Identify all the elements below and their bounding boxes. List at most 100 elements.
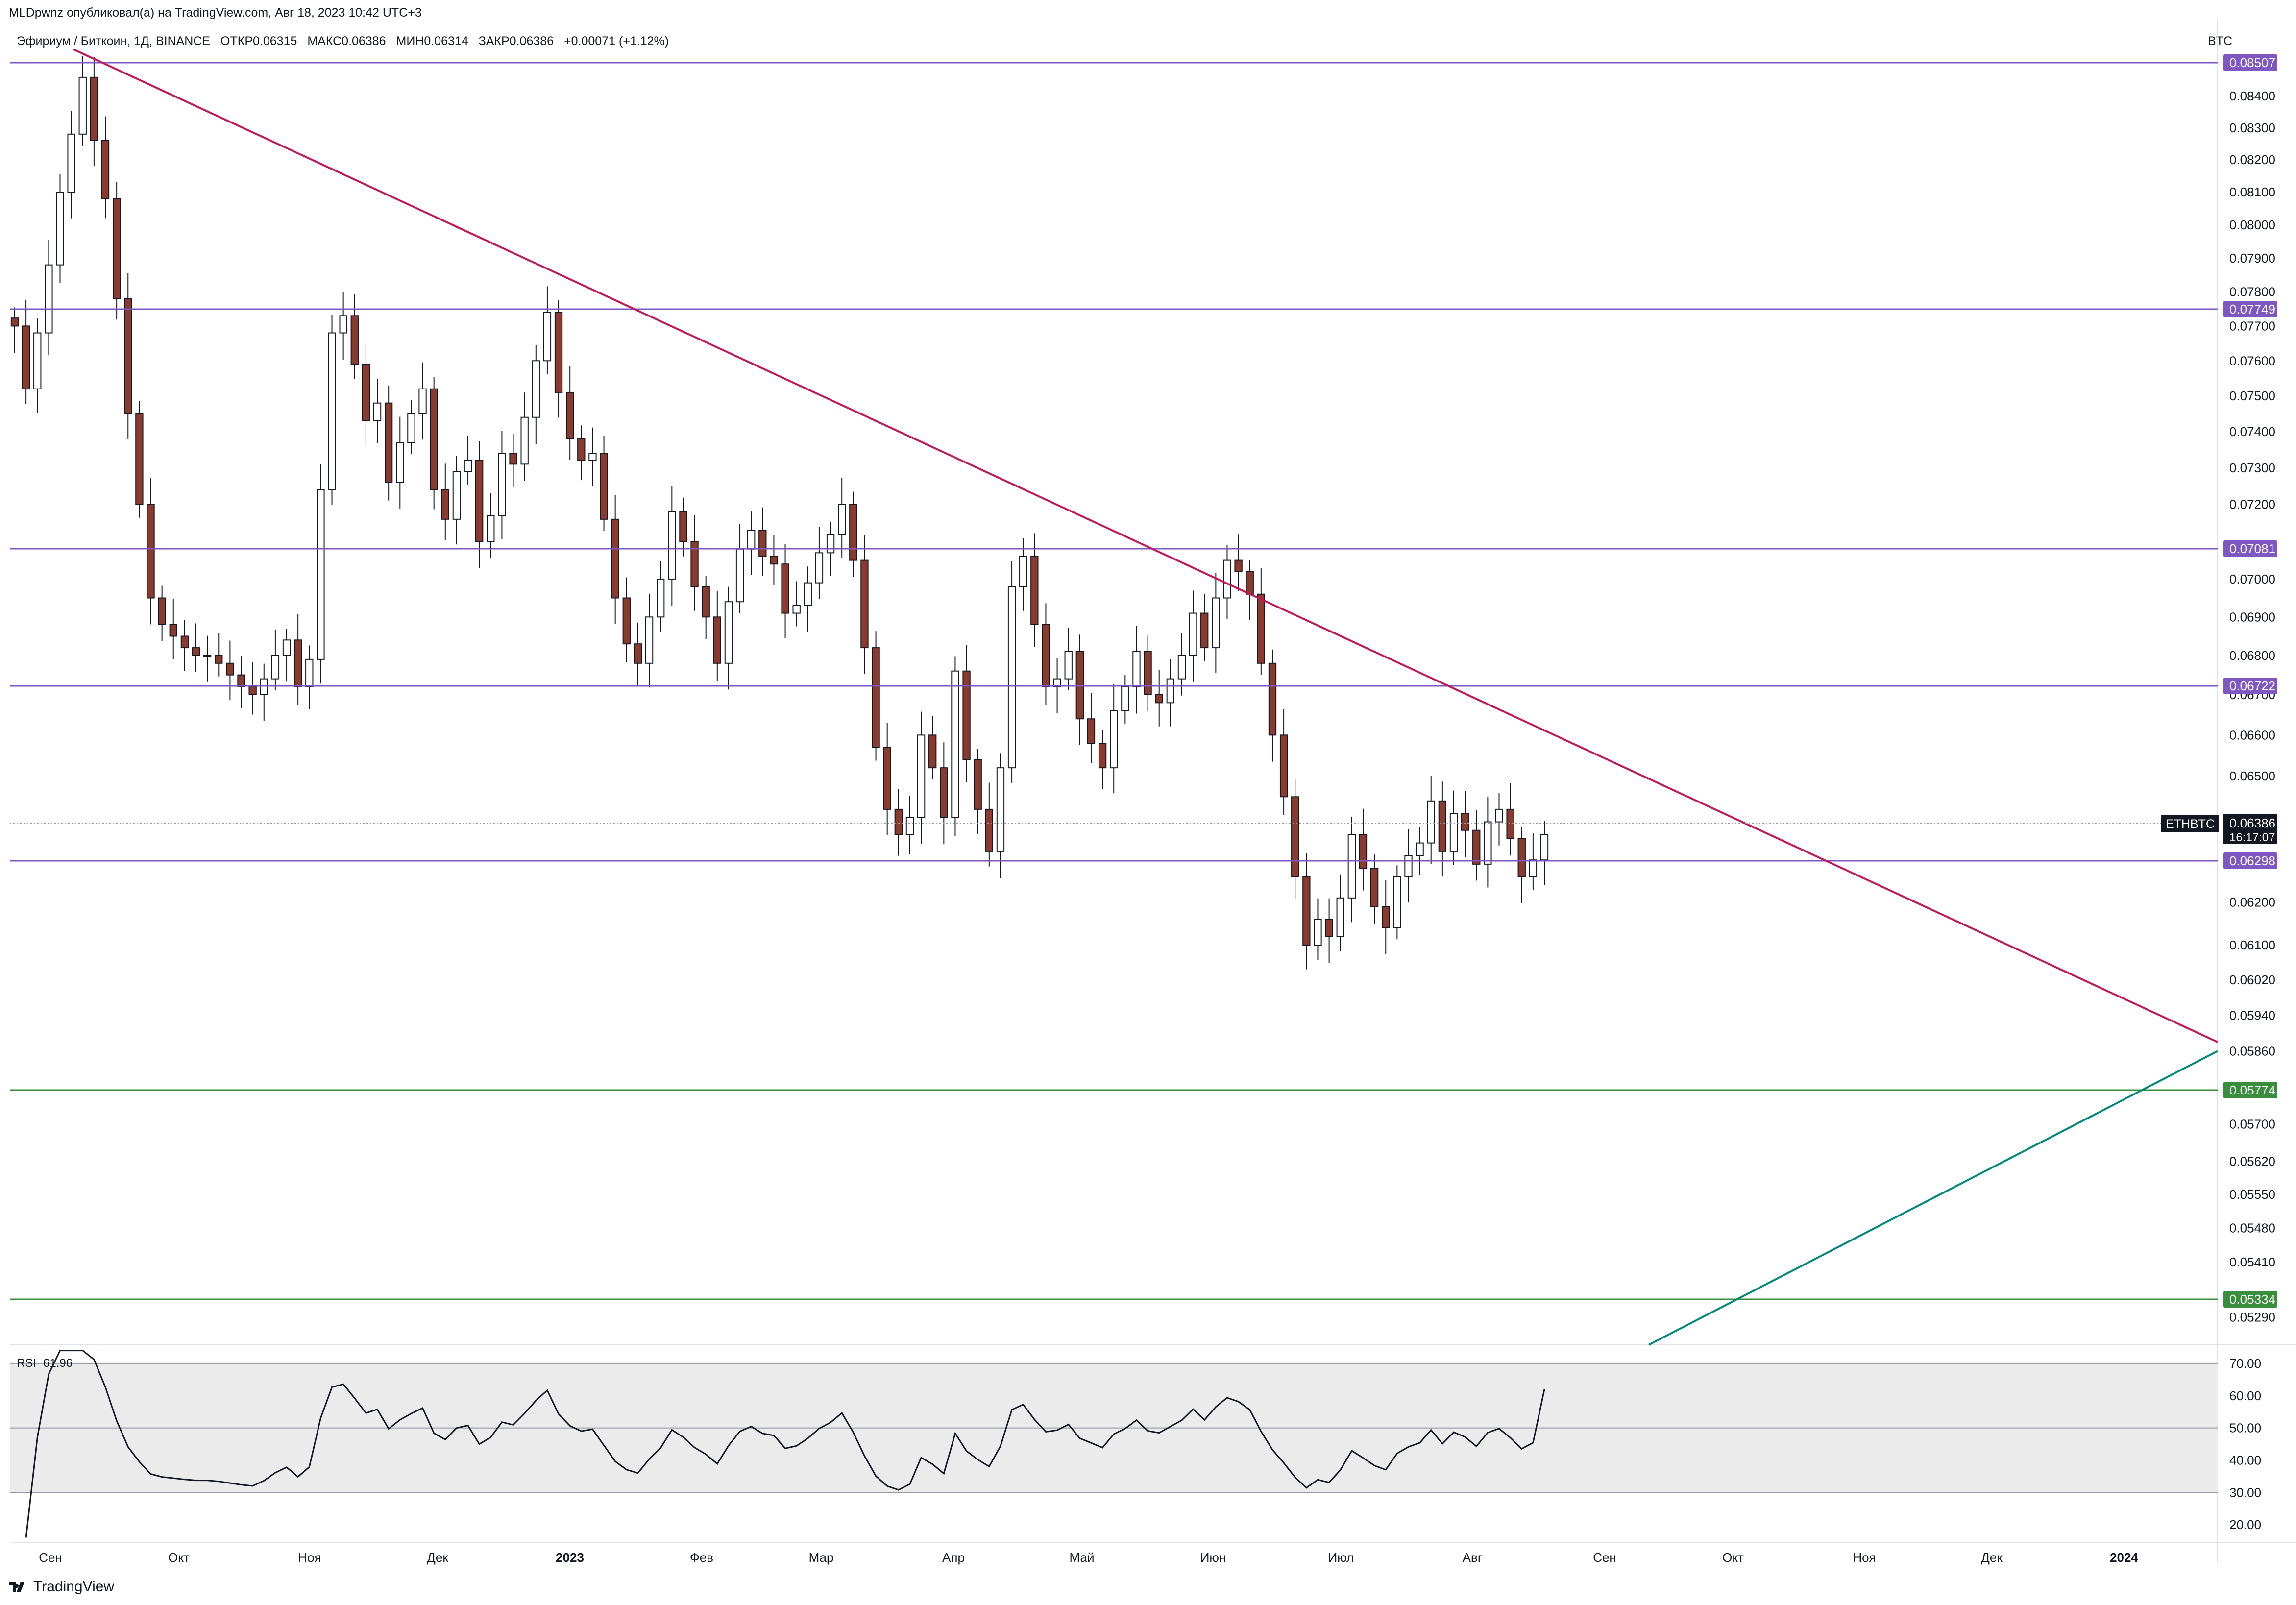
price-tick-label: 0.05550 bbox=[2229, 1187, 2275, 1202]
candle bbox=[1359, 808, 1368, 891]
candle bbox=[226, 640, 234, 701]
candle-body bbox=[328, 332, 336, 490]
candle bbox=[430, 377, 438, 510]
current-price-badge bbox=[2223, 813, 2277, 844]
candle-body bbox=[22, 325, 30, 389]
candle bbox=[339, 292, 347, 360]
candle bbox=[1234, 534, 1243, 591]
candle bbox=[962, 645, 971, 782]
candle-body bbox=[1472, 829, 1481, 865]
candle bbox=[10, 307, 19, 353]
candle-body bbox=[1053, 678, 1061, 687]
candle-body bbox=[962, 670, 971, 760]
price-tick-label: 0.08200 bbox=[2229, 152, 2275, 167]
candle bbox=[1484, 797, 1492, 888]
candle-body bbox=[237, 674, 245, 687]
candle bbox=[1393, 865, 1401, 940]
candle bbox=[248, 661, 257, 715]
candle bbox=[135, 400, 144, 518]
candle-body bbox=[1302, 876, 1311, 946]
candle-body bbox=[1359, 834, 1368, 869]
rsi-tick-label: 60.00 bbox=[2229, 1388, 2261, 1403]
candle bbox=[1177, 633, 1186, 696]
candle-body bbox=[112, 198, 121, 299]
candles-layer bbox=[10, 55, 1549, 970]
candle-body bbox=[566, 391, 574, 439]
candle bbox=[384, 385, 393, 501]
candle-body bbox=[373, 402, 382, 422]
candle bbox=[56, 173, 64, 283]
time-tick-label: Окт bbox=[1722, 1550, 1744, 1565]
candle-body bbox=[1019, 556, 1027, 587]
candle bbox=[1257, 568, 1266, 675]
candle bbox=[770, 535, 778, 585]
currency-label: BTC bbox=[2208, 34, 2232, 48]
candle-body bbox=[147, 504, 155, 599]
candle-body bbox=[724, 601, 733, 664]
candle bbox=[577, 425, 586, 481]
candle-body bbox=[758, 530, 767, 557]
candle bbox=[101, 116, 110, 219]
price-tick-label: 0.05480 bbox=[2229, 1221, 2275, 1236]
legend-symbol[interactable]: Эфириум / Биткоин, 1Д, BINANCE bbox=[17, 34, 211, 48]
candle bbox=[860, 534, 869, 674]
candle bbox=[452, 456, 461, 545]
candle bbox=[1506, 783, 1514, 856]
price-axis: 0.08400 0.08300 0.08200 0.08100 0.08000 0.079… bbox=[2161, 54, 2277, 1325]
candle-body bbox=[248, 686, 257, 695]
candle-body bbox=[1166, 678, 1175, 704]
candle bbox=[1427, 776, 1435, 864]
legend-close: ЗАКР0.06386 bbox=[478, 34, 554, 48]
candle-body bbox=[1234, 559, 1243, 572]
candle bbox=[940, 742, 948, 845]
candle-body bbox=[1517, 838, 1526, 877]
candle-body bbox=[1030, 556, 1039, 625]
level-badge bbox=[2223, 1291, 2277, 1308]
candle bbox=[328, 315, 336, 505]
candle bbox=[622, 577, 631, 662]
rsi-tick-label: 40.00 bbox=[2229, 1453, 2261, 1467]
candle bbox=[487, 493, 495, 559]
candle-body bbox=[10, 317, 19, 327]
candle bbox=[1132, 626, 1141, 714]
candle bbox=[702, 575, 710, 639]
candle-body bbox=[1132, 651, 1141, 687]
candle bbox=[1121, 675, 1129, 725]
candle-body bbox=[305, 658, 314, 687]
rsi-line bbox=[25, 1350, 1545, 1538]
candle bbox=[1370, 854, 1379, 925]
candle bbox=[815, 527, 824, 600]
candle bbox=[1291, 778, 1299, 899]
tradingview-brand[interactable]: TradingView bbox=[9, 1579, 114, 1595]
candle bbox=[588, 427, 597, 486]
level-badge bbox=[2223, 301, 2277, 317]
candle-body bbox=[362, 364, 370, 422]
price-tick-label: 0.05860 bbox=[2229, 1044, 2275, 1058]
candle-body bbox=[679, 511, 687, 542]
candle bbox=[838, 478, 846, 558]
price-tick-label: 0.06200 bbox=[2229, 895, 2275, 909]
candle bbox=[1495, 793, 1503, 846]
time-tick-label: Дек bbox=[427, 1550, 448, 1565]
candle-body bbox=[543, 312, 552, 362]
candle-body bbox=[600, 453, 608, 520]
price-tick-label: 0.07800 bbox=[2229, 285, 2275, 299]
candle bbox=[169, 599, 177, 659]
candle bbox=[713, 591, 721, 681]
candle-body bbox=[1246, 571, 1254, 595]
candle bbox=[657, 561, 665, 632]
candle-body bbox=[588, 453, 597, 461]
candle-body bbox=[1064, 651, 1073, 680]
candle bbox=[78, 55, 87, 146]
candle-body bbox=[192, 647, 200, 656]
candle bbox=[1144, 635, 1152, 712]
candle-body bbox=[1042, 624, 1050, 687]
candle-body bbox=[781, 563, 789, 614]
candle bbox=[1314, 898, 1322, 960]
candle bbox=[1064, 628, 1073, 691]
candle-body bbox=[985, 808, 993, 852]
candle-body bbox=[45, 264, 53, 334]
time-axis: Сен Окт Ноя Дек 2023 Фев Мар Апр Май Июн Июл Авг Сен… bbox=[39, 1550, 2138, 1565]
price-tick-label: 0.07900 bbox=[2229, 251, 2275, 266]
